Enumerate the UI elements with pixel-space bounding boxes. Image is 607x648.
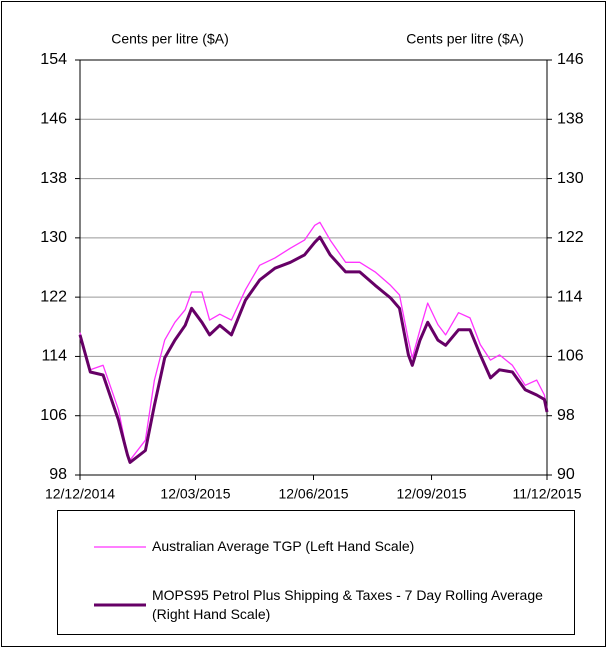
y2-tick-label: 130 (557, 170, 584, 187)
y2-tick-label: 90 (557, 466, 575, 483)
legend-entry: MOPS95 Petrol Plus Shipping & Taxes - 7 … (58, 586, 552, 624)
x-tick-label: 12/06/2015 (278, 486, 348, 502)
y2-tick-label: 146 (557, 51, 584, 68)
y2-tick-label: 138 (557, 111, 584, 128)
x-tick-label: 12/09/2015 (396, 486, 466, 502)
legend-swatch (94, 545, 146, 548)
legend-label: MOPS95 Petrol Plus Shipping & Taxes - 7 … (152, 587, 543, 622)
y-tick-label: 106 (40, 407, 67, 424)
series-line (79, 221, 548, 461)
y-axis-label: Cents per litre ($A) (111, 31, 228, 47)
x-tick-label: 12/03/2015 (160, 486, 230, 502)
y-tick-label: 154 (40, 51, 67, 68)
legend-label: Australian Average TGP (Left Hand Scale) (152, 538, 415, 554)
y-tick-label: 146 (40, 111, 67, 128)
series-line (78, 235, 549, 464)
y-tick-label: 114 (41, 348, 67, 365)
y-tick-label: 138 (40, 170, 67, 187)
plot-border (79, 59, 548, 476)
y2-tick-label: 114 (557, 288, 583, 305)
y-tick-label: 98 (49, 466, 67, 483)
y2-tick-label: 106 (557, 348, 584, 365)
x-tick-label: 12/12/2014 (45, 486, 115, 502)
legend-entry: Australian Average TGP (Left Hand Scale) (58, 537, 552, 556)
y2-axis-label: Cents per litre ($A) (406, 31, 523, 47)
y2-tick-label: 98 (557, 407, 575, 424)
y-tick-label: 122 (40, 288, 67, 305)
legend: Australian Average TGP (Left Hand Scale)… (57, 510, 575, 635)
legend-swatch (94, 603, 146, 607)
y-tick-label: 130 (40, 229, 67, 246)
x-tick-label: 11/12/2015 (512, 486, 581, 502)
y2-tick-label: 122 (557, 229, 584, 246)
